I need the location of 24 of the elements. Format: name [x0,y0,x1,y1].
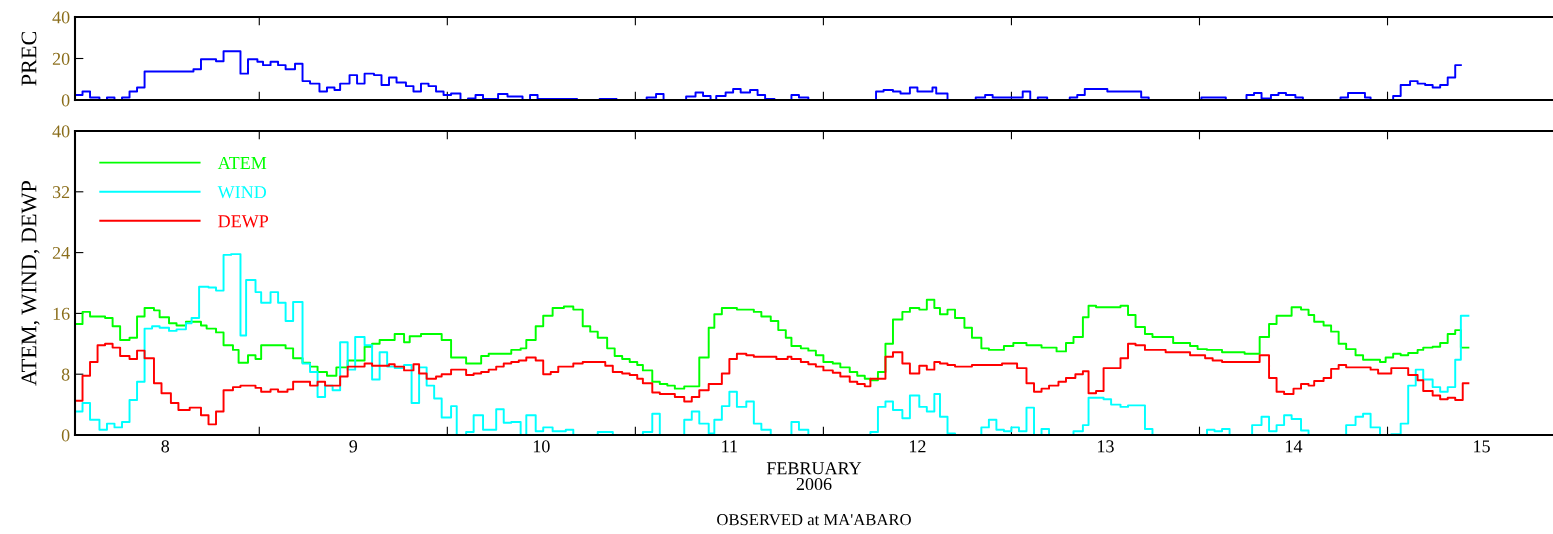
text: WIND [217,186,267,199]
y-axis-title: ATEM, WIND, DEWP [21,181,40,386]
y-tick-label: 24 [52,246,70,259]
y-tick-label: 16 [53,307,70,320]
x-tick-label: 12 [909,440,926,453]
x-tick-label: 10 [533,440,550,453]
x-axis-title: FEBRUARY 2006 [766,462,862,491]
y-tick-label: 0 [61,429,70,442]
x-tick-label: 11 [722,440,737,453]
y-tick-label: 8 [61,368,70,381]
text: DEWP [218,215,269,228]
y-tick-label: 40 [52,11,70,24]
x-tick-label: 8 [161,440,170,453]
text: OBSERVED at MA'ABARO [717,514,911,526]
y-axis-title: PREC [21,31,37,86]
y-tick-label: 20 [52,52,70,65]
y-tick-label: 32 [52,186,70,199]
y-tick-label: 0 [61,94,70,107]
x-tick-label: 9 [349,440,358,453]
x-tick-label: 13 [1098,440,1114,453]
x-tick-label: 14 [1286,440,1303,453]
text: ATEM [217,157,267,169]
x-tick-label: 15 [1474,440,1490,453]
y-tick-label: 40 [52,125,70,138]
